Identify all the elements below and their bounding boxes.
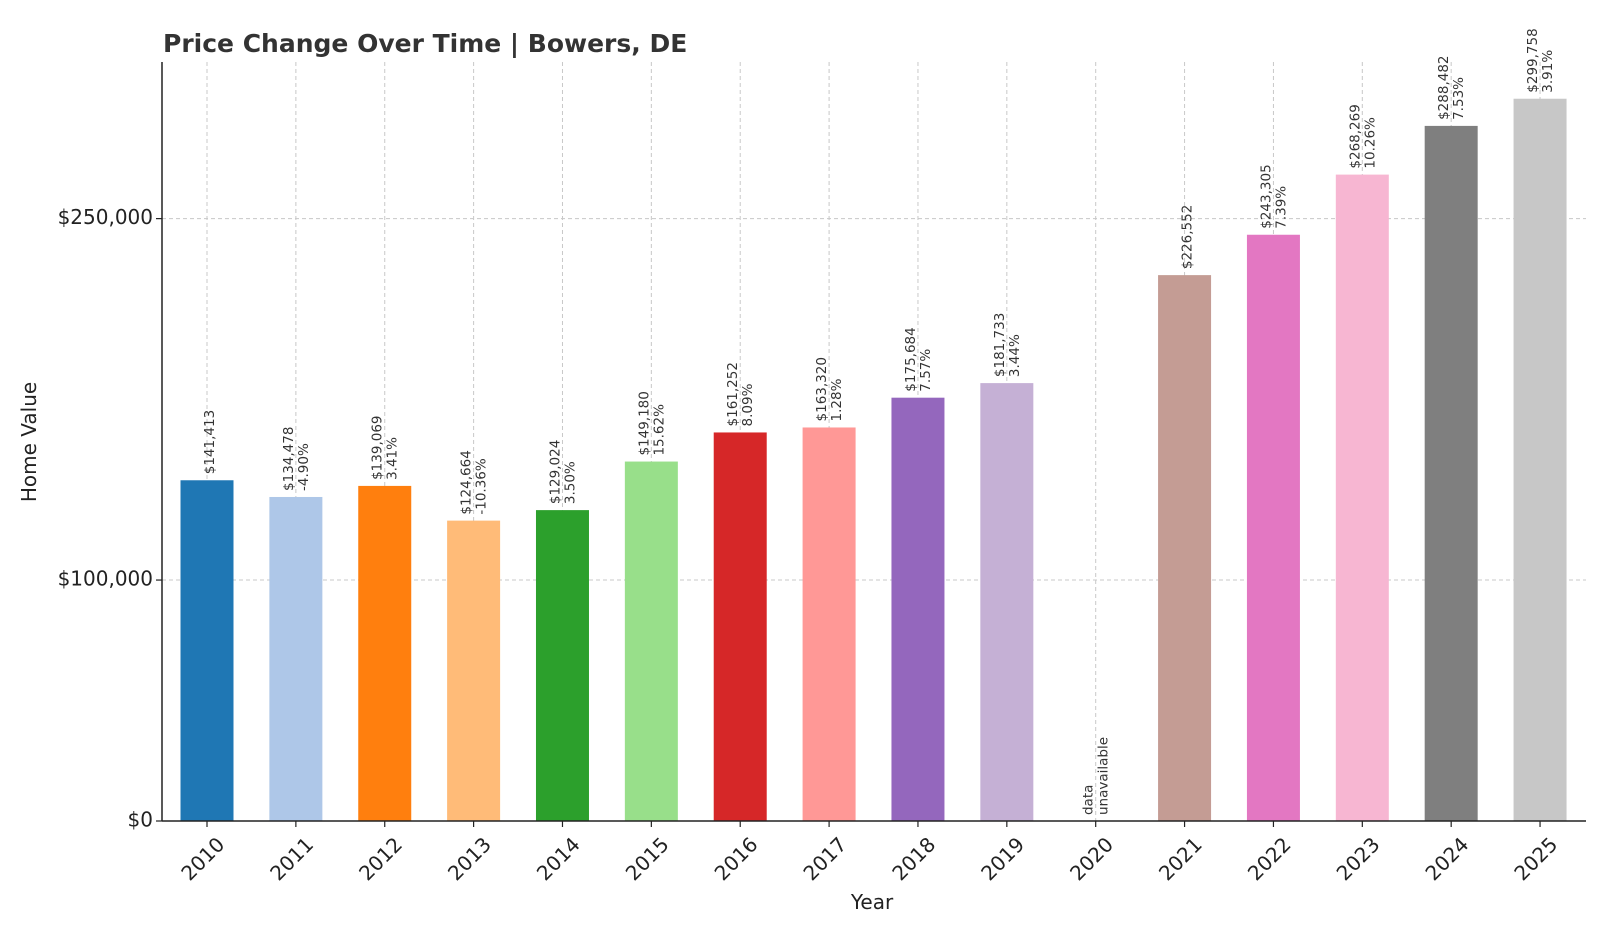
bar-2010 (180, 480, 234, 821)
bar-value-label-2012: $139,069 (370, 415, 386, 479)
bars (180, 98, 1567, 822)
bar-change-label-2013: -10.36% (474, 458, 490, 515)
x-tick-label-2013: 2013 (443, 832, 496, 885)
y-tick-label: $0 (128, 808, 153, 832)
bar-change-label-2024: 7.53% (1451, 77, 1467, 120)
bar-value-label-2010: $141,413 (202, 410, 218, 474)
bar-value-label-2022: $243,305 (1258, 164, 1274, 228)
x-tick-label-2019: 2019 (976, 832, 1029, 885)
x-ticks: 2010 2011 2012 2013 2014 2015 2016 2017 2018 2019… (176, 821, 1562, 885)
bar-2012 (358, 485, 412, 821)
bar-2015 (624, 461, 678, 821)
y-ticks: $0 $100,000 $250,000 (58, 205, 162, 832)
bar-change-label-2020: unavailable (1096, 737, 1112, 815)
x-tick-label-2020: 2020 (1065, 832, 1118, 885)
bar-2018 (891, 397, 945, 821)
bar-labels: $141,413 $134,478 -4.90% $139,069 3.41% $124,… (202, 28, 1556, 815)
bar-value-label-2018: $175,684 (903, 327, 919, 391)
bar-change-label-2018: 7.57% (918, 349, 934, 392)
chart-title: Price Change Over Time | Bowers, DE (163, 29, 687, 58)
bar-value-label-2017: $163,320 (814, 357, 830, 421)
x-axis-label: Year (850, 890, 894, 914)
bar-2025 (1513, 98, 1567, 822)
bar-value-label-2014: $129,024 (547, 440, 563, 504)
x-tick-label-2023: 2023 (1332, 832, 1385, 885)
x-tick-label-2015: 2015 (621, 832, 674, 885)
bar-change-label-2014: 3.50% (562, 461, 578, 504)
bar-2011 (269, 496, 323, 821)
bar-2024 (1424, 125, 1478, 821)
bar-change-label-2017: 1.28% (829, 378, 845, 421)
bar-change-label-2022: 7.39% (1273, 186, 1289, 229)
x-tick-label-2025: 2025 (1509, 832, 1562, 885)
y-tick-label: $100,000 (58, 567, 153, 591)
x-tick-label-2018: 2018 (887, 832, 940, 885)
bar-value-label-2015: $149,180 (636, 391, 652, 455)
bar-value-label-2024: $288,482 (1436, 55, 1452, 119)
x-tick-label-2012: 2012 (354, 832, 407, 885)
bar-2013 (447, 520, 501, 821)
bar-change-label-2025: 3.91% (1540, 50, 1556, 93)
x-tick-label-2017: 2017 (798, 832, 851, 885)
x-tick-label-2011: 2011 (265, 832, 318, 885)
bar-2017 (802, 427, 856, 821)
bar-change-label-2023: 10.26% (1362, 117, 1378, 169)
bar-2014 (535, 510, 589, 821)
bar-value-label-2020: data (1081, 785, 1097, 815)
bar-2022 (1246, 234, 1300, 822)
bar-value-label-2013: $124,664 (459, 450, 475, 514)
x-tick-label-2010: 2010 (176, 832, 229, 885)
bar-change-label-2019: 3.44% (1007, 334, 1023, 377)
x-tick-label-2021: 2021 (1154, 832, 1207, 885)
bar-value-label-2023: $268,269 (1347, 104, 1363, 168)
bar-value-label-2016: $161,252 (725, 362, 741, 426)
bar-2023 (1335, 174, 1389, 821)
x-tick-label-2016: 2016 (710, 832, 763, 885)
bar-value-label-2025: $299,758 (1525, 28, 1541, 92)
y-axis-label: Home Value (17, 382, 41, 502)
bar-2016 (713, 432, 767, 821)
bar-2019 (980, 383, 1034, 821)
bar-change-label-2016: 8.09% (740, 383, 756, 426)
bar-value-label-2019: $181,733 (992, 313, 1008, 377)
y-tick-label: $250,000 (58, 205, 153, 229)
bar-2021 (1158, 275, 1212, 821)
x-tick-label-2024: 2024 (1420, 832, 1473, 885)
bar-change-label-2015: 15.62% (651, 404, 667, 456)
bar-value-label-2021: $226,552 (1180, 205, 1196, 269)
x-tick-label-2022: 2022 (1243, 832, 1296, 885)
x-tick-label-2014: 2014 (532, 832, 585, 885)
bar-value-label-2011: $134,478 (281, 427, 297, 491)
bar-change-label-2011: -4.90% (296, 443, 312, 491)
bar-change-label-2012: 3.41% (385, 437, 401, 480)
